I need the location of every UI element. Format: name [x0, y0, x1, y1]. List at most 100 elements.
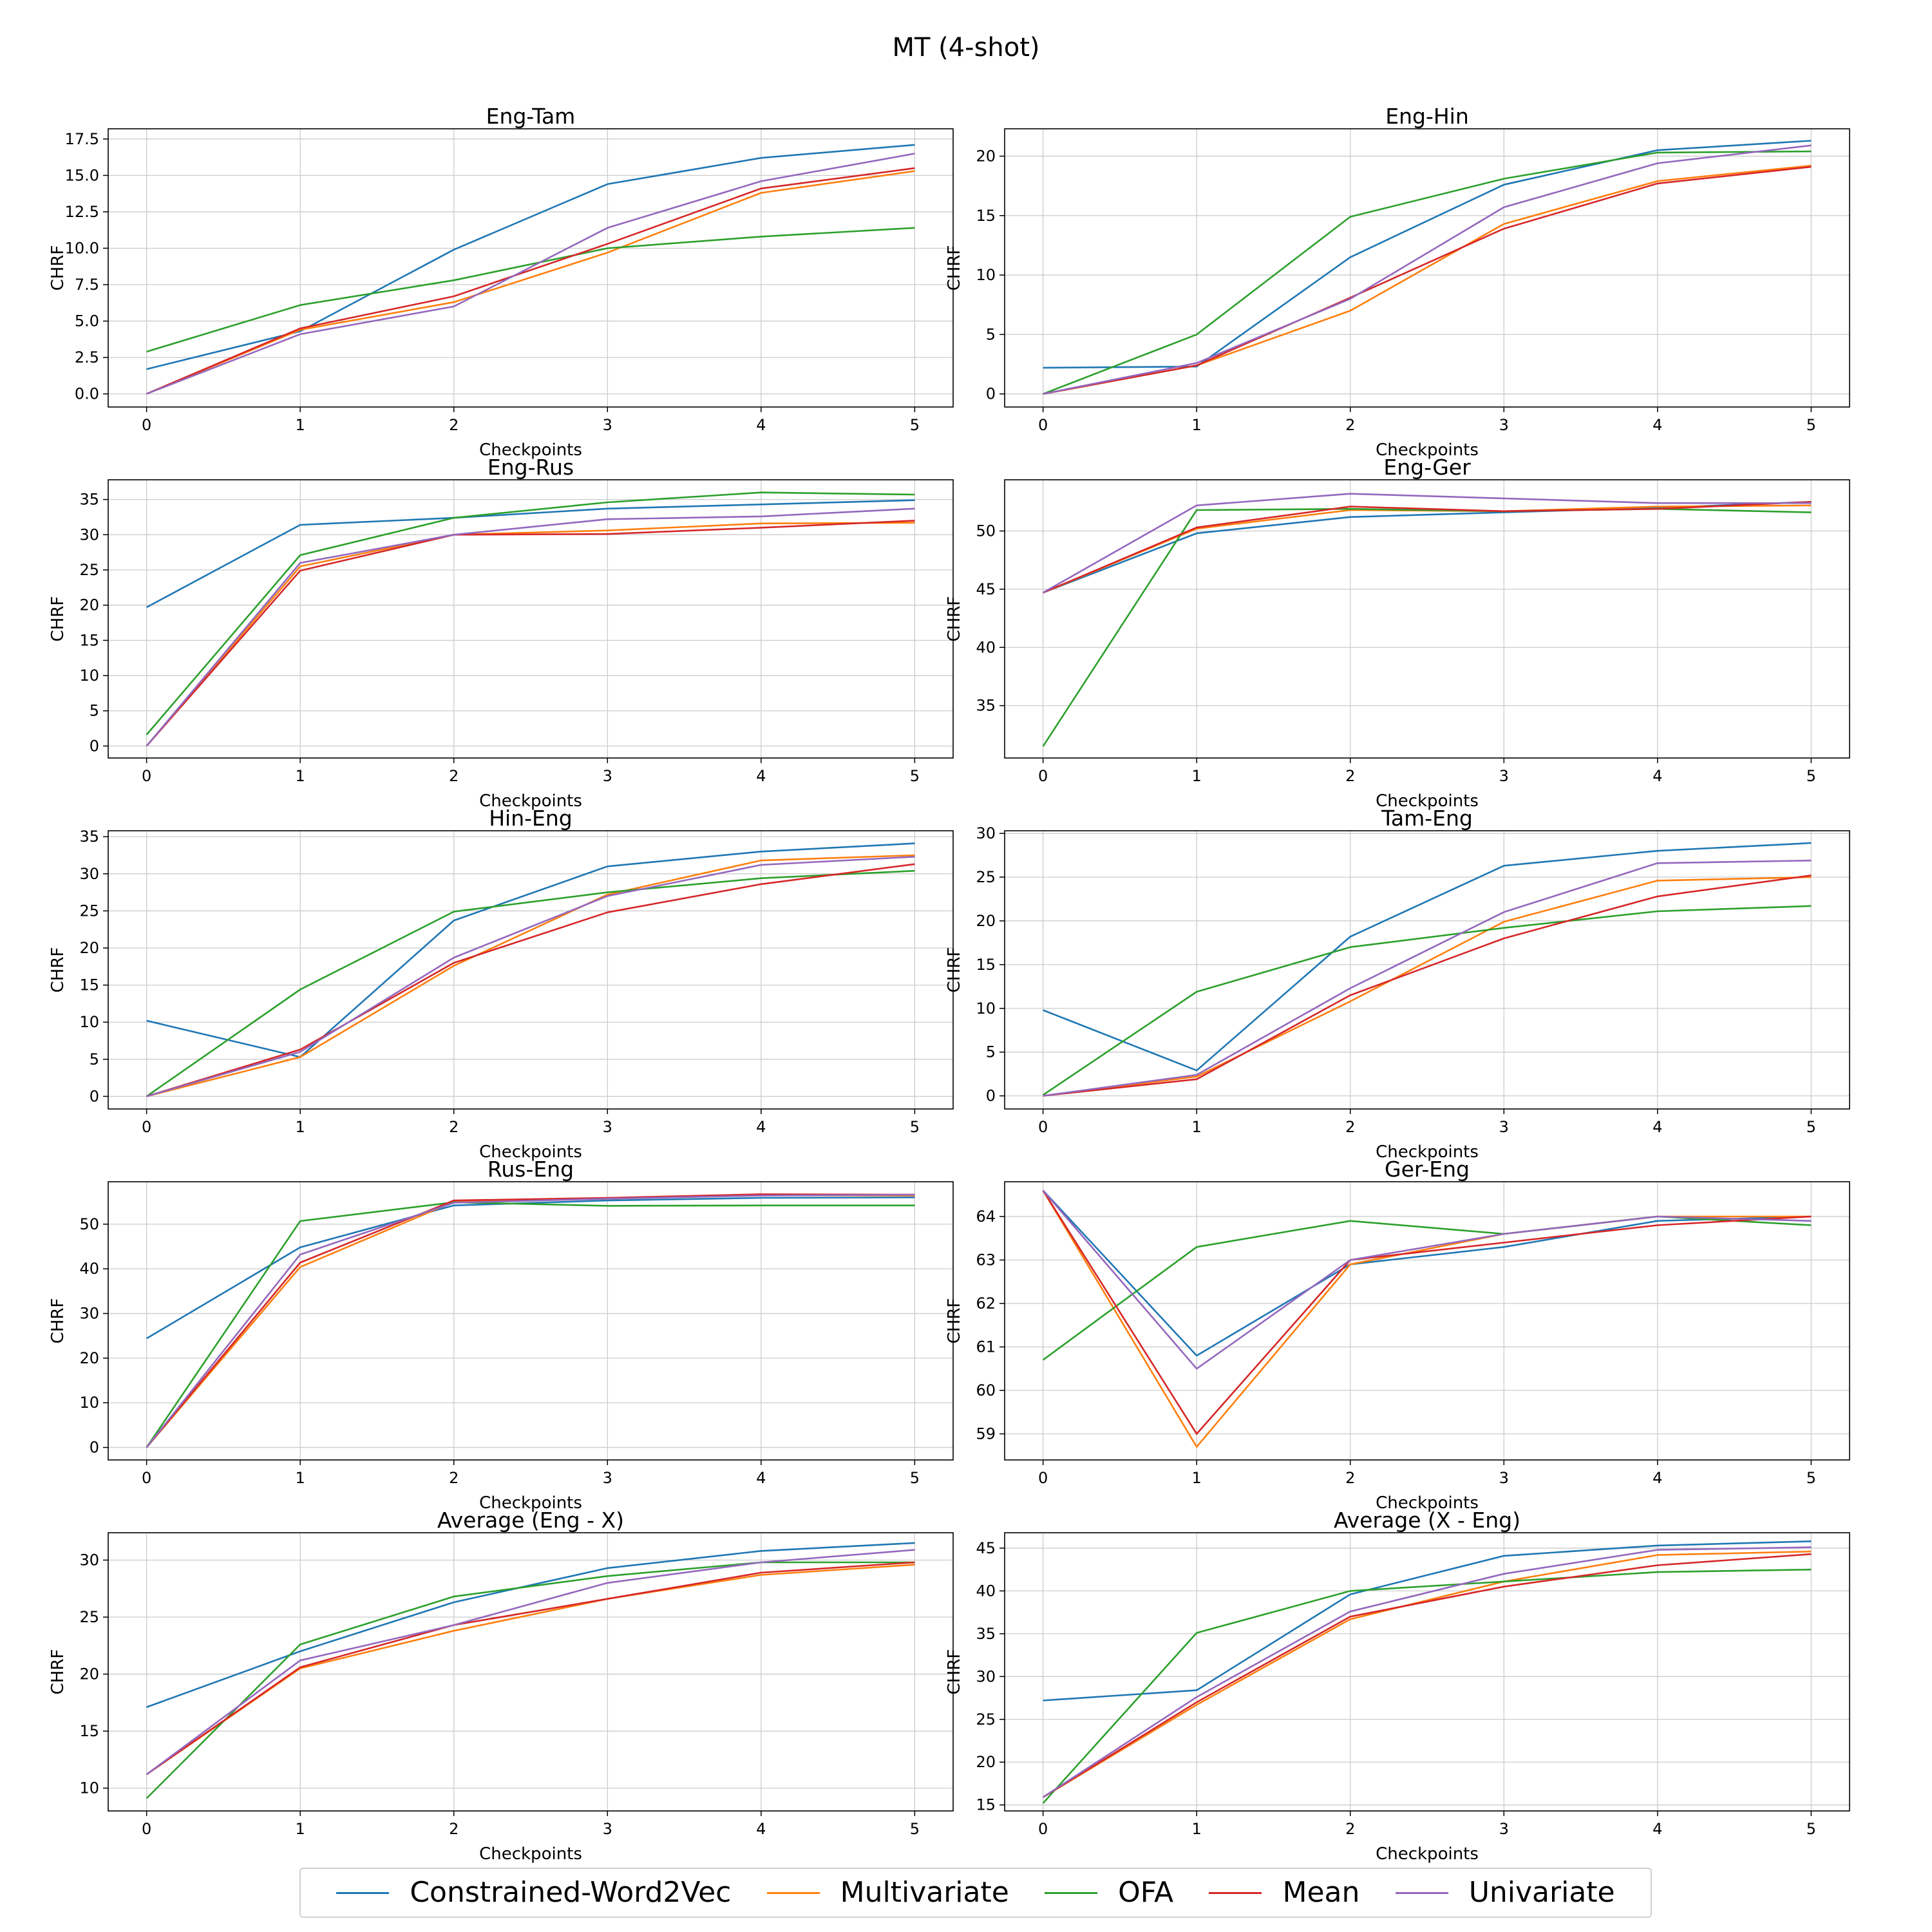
x-axis-label: Checkpoints [479, 791, 582, 811]
legend-swatch-constrained-word2vec [336, 1891, 390, 1894]
series-line-multivariate [1042, 1189, 1812, 1448]
series-line-multivariate [1043, 876, 1812, 1097]
plot-frame [1004, 479, 1850, 759]
y-tick-label: 0.0 [75, 385, 99, 403]
series-line-mean [146, 167, 915, 395]
x-tick-label: 5 [1806, 1118, 1816, 1136]
y-tick-label: 5.0 [75, 312, 99, 330]
x-tick-label: 4 [756, 1820, 766, 1838]
series-line-multivariate [146, 522, 915, 747]
x-tick-label: 3 [1499, 767, 1509, 785]
x-tick-label: 3 [1499, 1118, 1509, 1136]
x-tick-label: 4 [1653, 1469, 1662, 1487]
series-line-ofa [146, 869, 915, 1097]
series-line-univariate [1043, 144, 1812, 395]
x-tick-label: 1 [1192, 1469, 1202, 1487]
y-tick-label: 62 [976, 1294, 996, 1312]
chart-title: Tam-Eng [1381, 806, 1473, 831]
y-tick-label: 45 [976, 580, 996, 598]
series-line-ofa [146, 1201, 915, 1448]
series-line-univariate [146, 153, 915, 395]
y-tick-label: 7.5 [75, 276, 99, 294]
y-tick-label: 59 [976, 1425, 996, 1443]
legend-label-constrained-word2vec: Constrained-Word2Vec [410, 1876, 732, 1909]
chart-average-eng-x: 0 1 2 3 4 5 10 15 20 25 30 Average (Eng - X) Checkpo… [48, 1508, 954, 1864]
x-tick-label: 5 [1806, 416, 1816, 434]
series-line-univariate [1042, 1546, 1812, 1798]
series-line-mean [146, 1561, 915, 1776]
plot-frame [108, 830, 954, 1110]
chart-title: Eng-Hin [1385, 104, 1469, 129]
series-line-constrained-word2vec [146, 1542, 915, 1709]
y-tick-label: 30 [79, 865, 99, 883]
x-tick-label: 0 [142, 416, 151, 434]
x-tick-label: 1 [1192, 767, 1202, 785]
series-line-mean [146, 863, 915, 1097]
series-line-ofa [1042, 905, 1812, 1096]
series-line-multivariate [1042, 1550, 1812, 1798]
plot-frame [1004, 128, 1850, 408]
y-tick-label: 5 [986, 325, 996, 343]
chart-eng-tam: 0 1 2 3 4 5 0.0 2.5 5.0 7.5 10.0 12.5 15.0 17.5 Eng-Ta… [48, 104, 954, 460]
series-line-mean [1043, 501, 1812, 594]
y-tick-label: 0 [90, 1439, 99, 1457]
y-tick-label: 50 [976, 522, 996, 540]
legend-swatch-univariate [1395, 1891, 1448, 1894]
y-tick-label: 10.0 [65, 239, 99, 257]
y-axis-label: CHRF [48, 1298, 68, 1344]
y-tick-label: 30 [79, 526, 99, 544]
x-tick-label: 0 [142, 1118, 151, 1136]
series-line-univariate [146, 856, 915, 1097]
y-tick-label: 40 [976, 1582, 996, 1600]
x-tick-label: 2 [449, 1118, 459, 1136]
x-tick-label: 0 [1038, 1118, 1048, 1136]
y-tick-label: 20 [79, 596, 99, 614]
series-line-ofa [1043, 150, 1812, 395]
y-tick-label: 61 [976, 1338, 996, 1356]
y-tick-label: 15 [79, 976, 99, 994]
chart-title: Hin-Eng [489, 806, 573, 831]
x-tick-label: 5 [910, 1469, 920, 1487]
series-line-multivariate [146, 1194, 915, 1448]
y-tick-label: 20 [976, 1753, 996, 1771]
x-tick-label: 2 [1345, 416, 1355, 434]
y-tick-label: 20 [79, 939, 99, 957]
y-axis-label: CHRF [945, 947, 964, 993]
series-line-univariate [1043, 859, 1812, 1097]
series-line-ofa [1042, 1568, 1812, 1804]
chart-title: Eng-Rus [488, 455, 574, 480]
series-line-univariate [146, 507, 915, 747]
y-tick-label: 0 [90, 737, 99, 755]
y-tick-label: 30 [79, 1551, 99, 1569]
y-tick-label: 15 [976, 956, 996, 974]
y-tick-label: 10 [79, 1779, 99, 1797]
charts-grid: 0 1 2 3 4 50.02.55.07.510.012.515.017.5Eng-Ta… [48, 104, 1850, 1864]
x-tick-label: 1 [296, 1118, 305, 1136]
y-tick-label: 30 [976, 824, 996, 842]
legend-item-mean: Mean [1209, 1876, 1359, 1909]
y-axis-label: CHRF [945, 1649, 964, 1695]
chart-title: Average (X - Eng) [1334, 1508, 1520, 1533]
x-tick-label: 0 [142, 767, 151, 785]
y-tick-label: 25 [79, 1608, 99, 1626]
figure-title: MT (4-shot) [892, 33, 1040, 62]
plot-frame [108, 128, 954, 408]
series-line-ofa [1042, 507, 1812, 747]
series-line-constrained-word2vec [1043, 501, 1812, 594]
x-tick-label: 3 [603, 416, 612, 434]
legend-item-multivariate: Multivariate [766, 1876, 1009, 1909]
y-tick-label: 2.5 [75, 348, 99, 366]
x-tick-label: 1 [1192, 1118, 1202, 1136]
y-tick-label: 25 [79, 902, 99, 920]
y-tick-label: 5 [90, 702, 99, 720]
x-tick-label: 2 [1345, 1118, 1355, 1136]
plot-frame [1004, 830, 1850, 1110]
y-axis-label: CHRF [48, 947, 68, 993]
chart-title: Ger-Eng [1385, 1157, 1470, 1182]
x-tick-label: 3 [603, 1469, 612, 1487]
chart-eng-rus: 0 1 2 3 4 5 0 5 10 15 20 25 30 35 Eng-Rus Checkpoints CH… [48, 455, 954, 811]
y-tick-label: 35 [976, 697, 996, 715]
legend-swatch-ofa [1045, 1891, 1098, 1894]
